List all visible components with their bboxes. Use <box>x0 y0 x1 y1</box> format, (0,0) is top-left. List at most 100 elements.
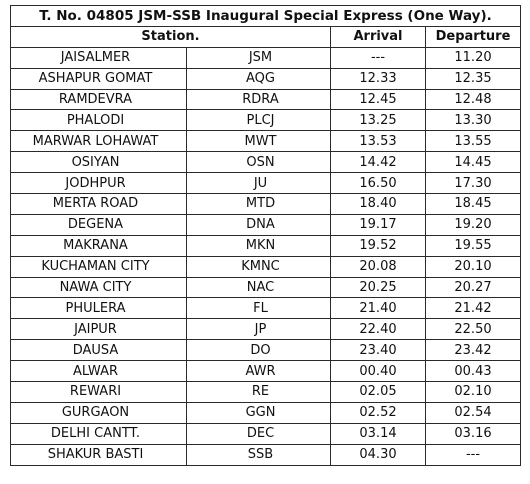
departure-time: 13.55 <box>425 130 521 153</box>
arrival-time: 19.17 <box>330 213 426 236</box>
station-name: RAMDEVRA <box>10 88 187 111</box>
departure-time: 13.30 <box>425 109 521 132</box>
station-name: GURGAON <box>10 401 187 424</box>
station-name: JAISALMER <box>10 46 187 69</box>
station-name: PHULERA <box>10 297 187 320</box>
arrival-time: 18.40 <box>330 193 426 215</box>
departure-time: 17.30 <box>425 172 521 195</box>
table-row: MAKRANA MKN 19.52 19.55 <box>10 234 521 257</box>
station-name: MAKRANA <box>10 234 187 257</box>
departure-header: Departure <box>425 25 521 48</box>
station-code: AWR <box>186 360 331 383</box>
station-name: KUCHAMAN CITY <box>10 255 187 278</box>
table-row: OSIYAN OSN 14.42 14.45 <box>10 151 521 174</box>
station-name: NAWA CITY <box>10 276 187 299</box>
station-name: JODHPUR <box>10 172 187 195</box>
table-row: KUCHAMAN CITY KMNC 20.08 20.10 <box>10 255 521 278</box>
table-row: JAIPUR JP 22.40 22.50 <box>10 318 521 341</box>
station-code: DO <box>186 339 331 362</box>
arrival-time: 20.08 <box>330 255 426 278</box>
departure-time: 00.43 <box>425 360 521 383</box>
arrival-time: 02.52 <box>330 401 426 424</box>
arrival-time: 19.52 <box>330 234 426 257</box>
header-row: Station. Arrival Departure <box>10 25 521 48</box>
departure-time: 02.10 <box>425 381 521 403</box>
arrival-time: 02.05 <box>330 381 426 403</box>
table-row: RAMDEVRA RDRA 12.45 12.48 <box>10 88 521 111</box>
arrival-time: 00.40 <box>330 360 426 383</box>
station-code: MWT <box>186 130 331 153</box>
station-code: OSN <box>186 151 331 174</box>
station-code: RDRA <box>186 88 331 111</box>
table-row: DELHI CANTT. DEC 03.14 03.16 <box>10 422 521 445</box>
station-name: DAUSA <box>10 339 187 362</box>
table-row: SHAKUR BASTI SSB 04.30 --- <box>10 443 521 466</box>
departure-time: 12.35 <box>425 67 521 90</box>
departure-time: 19.20 <box>425 213 521 236</box>
arrival-time: 04.30 <box>330 443 426 466</box>
departure-time: 20.10 <box>425 255 521 278</box>
arrival-time: 13.25 <box>330 109 426 132</box>
departure-time: 21.42 <box>425 297 521 320</box>
departure-time: 23.42 <box>425 339 521 362</box>
station-header: Station. <box>10 25 331 48</box>
departure-time: 20.27 <box>425 276 521 299</box>
station-code: AQG <box>186 67 331 90</box>
departure-time: 02.54 <box>425 401 521 424</box>
arrival-time: --- <box>330 46 426 69</box>
table-row: REWARI RE 02.05 02.10 <box>10 381 521 403</box>
station-name: MERTA ROAD <box>10 193 187 215</box>
station-name: ALWAR <box>10 360 187 383</box>
arrival-time: 03.14 <box>330 422 426 445</box>
arrival-time: 12.45 <box>330 88 426 111</box>
arrival-time: 23.40 <box>330 339 426 362</box>
station-code: RE <box>186 381 331 403</box>
arrival-time: 22.40 <box>330 318 426 341</box>
departure-time: --- <box>425 443 521 466</box>
station-code: KMNC <box>186 255 331 278</box>
title-row: T. No. 04805 JSM-SSB Inaugural Special E… <box>10 5 521 27</box>
table-row: DEGENA DNA 19.17 19.20 <box>10 213 521 236</box>
station-code: JU <box>186 172 331 195</box>
timetable: T. No. 04805 JSM-SSB Inaugural Special E… <box>10 5 521 466</box>
table-row: JAISALMER JSM --- 11.20 <box>10 46 521 69</box>
departure-time: 22.50 <box>425 318 521 341</box>
station-name: DEGENA <box>10 213 187 236</box>
table-row: GURGAON GGN 02.52 02.54 <box>10 401 521 424</box>
arrival-time: 20.25 <box>330 276 426 299</box>
station-code: DNA <box>186 213 331 236</box>
table-title: T. No. 04805 JSM-SSB Inaugural Special E… <box>10 5 521 27</box>
station-code: GGN <box>186 401 331 424</box>
table-row: DAUSA DO 23.40 23.42 <box>10 339 521 362</box>
station-code: JP <box>186 318 331 341</box>
departure-time: 19.55 <box>425 234 521 257</box>
station-name: OSIYAN <box>10 151 187 174</box>
arrival-time: 21.40 <box>330 297 426 320</box>
arrival-time: 12.33 <box>330 67 426 90</box>
station-name: PHALODI <box>10 109 187 132</box>
station-name: DELHI CANTT. <box>10 422 187 445</box>
departure-time: 03.16 <box>425 422 521 445</box>
station-code: PLCJ <box>186 109 331 132</box>
departure-time: 12.48 <box>425 88 521 111</box>
station-code: SSB <box>186 443 331 466</box>
station-code: MTD <box>186 193 331 215</box>
table-row: JODHPUR JU 16.50 17.30 <box>10 172 521 195</box>
departure-time: 11.20 <box>425 46 521 69</box>
arrival-time: 14.42 <box>330 151 426 174</box>
table-row: PHULERA FL 21.40 21.42 <box>10 297 521 320</box>
station-name: SHAKUR BASTI <box>10 443 187 466</box>
station-code: DEC <box>186 422 331 445</box>
table-row: NAWA CITY NAC 20.25 20.27 <box>10 276 521 299</box>
table-row: MERTA ROAD MTD 18.40 18.45 <box>10 193 521 215</box>
station-code: JSM <box>186 46 331 69</box>
table-row: MARWAR LOHAWAT MWT 13.53 13.55 <box>10 130 521 153</box>
arrival-header: Arrival <box>330 25 426 48</box>
station-code: FL <box>186 297 331 320</box>
station-name: REWARI <box>10 381 187 403</box>
table-row: ASHAPUR GOMAT AQG 12.33 12.35 <box>10 67 521 90</box>
departure-time: 14.45 <box>425 151 521 174</box>
station-name: MARWAR LOHAWAT <box>10 130 187 153</box>
arrival-time: 16.50 <box>330 172 426 195</box>
station-rows: JAISALMER JSM --- 11.20 ASHAPUR GOMAT AQG 12.3… <box>10 46 521 466</box>
